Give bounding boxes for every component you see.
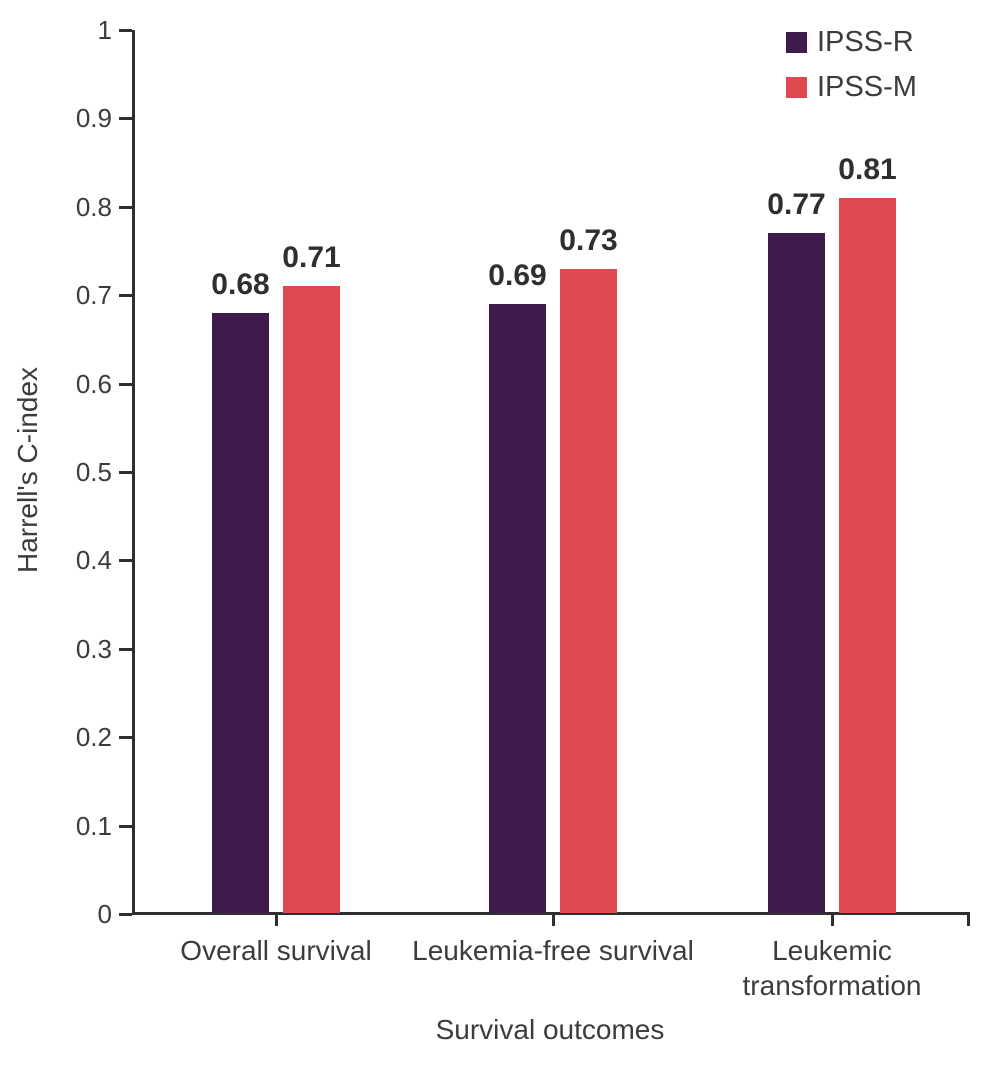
bar <box>839 198 896 913</box>
legend: IPSS-R IPSS-M <box>786 28 917 102</box>
bar <box>283 286 340 913</box>
legend-label: IPSS-M <box>817 71 917 103</box>
legend-swatch-icon <box>786 32 807 53</box>
bar <box>489 304 546 913</box>
y-tick <box>119 471 132 474</box>
y-tick-label: 0.2 <box>75 722 112 752</box>
legend-item: IPSS-M <box>786 73 917 102</box>
y-tick <box>119 648 132 651</box>
bar-value-label: 0.68 <box>211 268 270 301</box>
y-tick <box>119 294 132 297</box>
bar-value-label: 0.71 <box>282 241 341 274</box>
bar-value-label: 0.73 <box>559 224 618 257</box>
category-label: Overall survival <box>180 935 372 966</box>
y-tick <box>119 913 132 916</box>
x-axis-title: Survival outcomes <box>435 1014 665 1045</box>
x-axis-line <box>132 912 970 915</box>
legend-swatch-icon <box>786 77 807 98</box>
category-label: Leukemia-free survival <box>412 935 694 966</box>
y-tick <box>119 559 132 562</box>
y-tick <box>119 736 132 739</box>
y-tick-label: 0.9 <box>75 103 112 133</box>
y-tick-label: 0.3 <box>75 634 112 664</box>
category-label: Leukemic transformation <box>742 935 922 1001</box>
x-tick <box>275 915 278 926</box>
legend-item: IPSS-R <box>786 28 917 57</box>
x-tick <box>831 915 834 926</box>
y-tick-label: 0.4 <box>75 545 112 575</box>
y-tick-label: 1 <box>97 15 112 45</box>
bar <box>768 233 825 913</box>
y-tick <box>119 117 132 120</box>
y-tick <box>119 206 132 209</box>
bar <box>560 269 617 913</box>
bar-value-label: 0.69 <box>488 259 547 292</box>
x-axis-end-tick <box>967 915 970 926</box>
y-tick <box>119 29 132 32</box>
bar-value-label: 0.77 <box>767 188 826 221</box>
y-tick-label: 0.8 <box>75 192 112 222</box>
y-axis-line <box>132 30 135 915</box>
y-tick <box>119 383 132 386</box>
y-tick <box>119 825 132 828</box>
bar-value-label: 0.81 <box>838 153 897 186</box>
y-tick-label: 0 <box>97 899 112 929</box>
y-tick-label: 0.6 <box>75 369 112 399</box>
bar <box>212 313 269 913</box>
y-tick-label: 0.5 <box>75 457 112 487</box>
y-tick-label: 0.7 <box>75 280 112 310</box>
x-tick <box>552 915 555 926</box>
legend-label: IPSS-R <box>817 26 914 58</box>
y-tick-label: 0.1 <box>75 811 112 841</box>
